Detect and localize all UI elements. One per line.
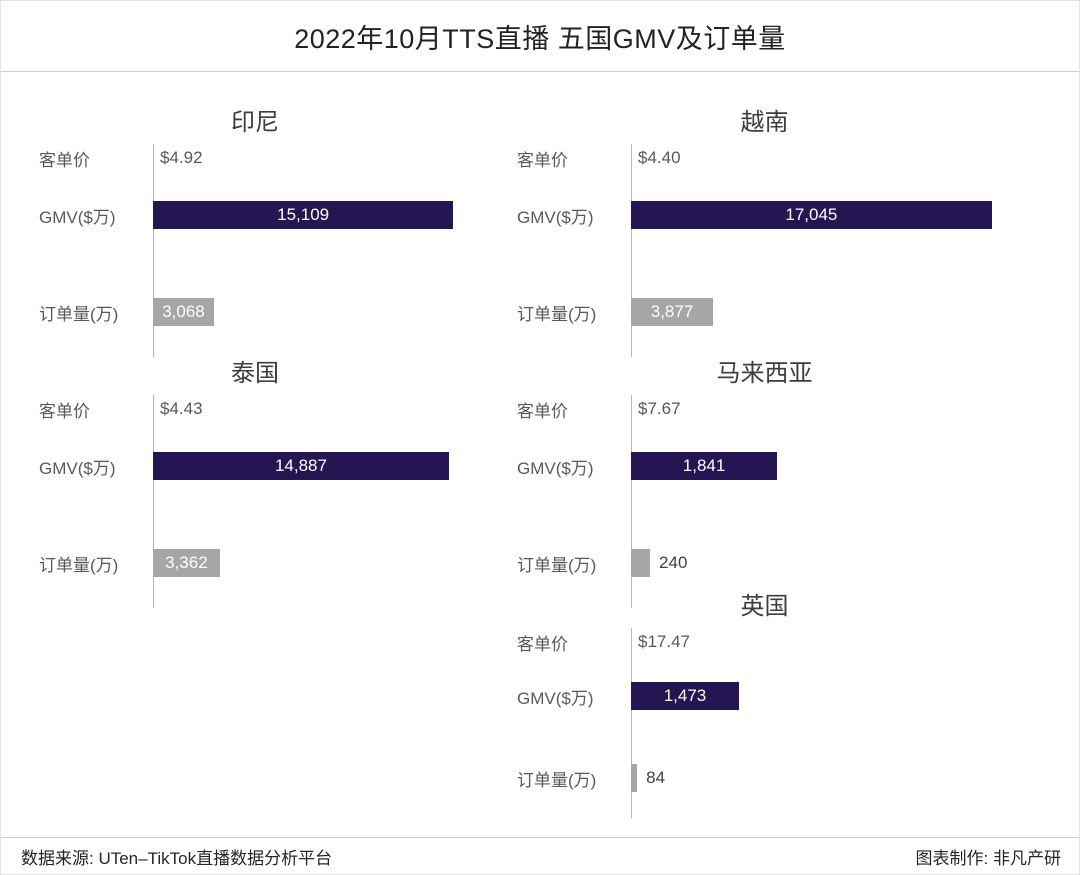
orders-value: 3,068: [162, 302, 205, 321]
category-label: 客单价: [39, 150, 90, 170]
gmv-bar: 1,473: [631, 682, 739, 710]
charts-area: 印尼 客单价 $4.92 GMV($万) 15,109 订单量(万) 3,068 越南 客…: [1, 72, 1079, 837]
gmv-bar: 17,045: [631, 201, 992, 229]
orders-bar: 3,362: [153, 549, 220, 577]
bar-track: 17,045: [631, 201, 1012, 229]
chart-title: 越南: [740, 109, 789, 136]
gmv-value: 1,841: [682, 456, 726, 475]
footer-source: 数据来源: UTen–TikTok直播数据分析平台: [21, 848, 333, 868]
chart-title: 英国: [740, 593, 789, 620]
orders-bar: 3,068: [153, 298, 214, 326]
orders-bar: 3,877: [631, 298, 714, 326]
gmv-value: 1,473: [663, 686, 707, 705]
orders-value: 3,362: [165, 553, 208, 572]
chart-row-gmv: GMV($万) 1,841: [517, 452, 1012, 480]
chart-row-gmv: GMV($万) 14,887: [39, 452, 471, 480]
chart-row-orders: 订单量(万) 240: [517, 549, 1012, 577]
bar-track: $4.92: [153, 144, 471, 172]
bar-track: 14,887: [153, 452, 471, 480]
category-label: 订单量(万): [517, 770, 597, 790]
chart-row-orders: 订单量(万) 84: [517, 764, 1012, 792]
category-label: 订单量(万): [517, 555, 597, 575]
bar-track: 3,877: [631, 298, 1012, 326]
chart-row-gmv: GMV($万) 15,109: [39, 201, 471, 229]
chart-row-gmv: GMV($万) 1,473: [517, 682, 1012, 710]
gmv-bar: 15,109: [153, 201, 454, 229]
chart-row-orders: 订单量(万) 3,362: [39, 549, 471, 577]
category-label: 订单量(万): [39, 304, 119, 324]
price-value: $4.92: [160, 148, 203, 167]
axis-line: [153, 144, 154, 357]
bar-track: $17.47: [631, 628, 1012, 656]
bar-track: 84: [631, 764, 1012, 792]
price-value: $4.43: [160, 399, 203, 418]
chart-plot: 客单价 $4.43 GMV($万) 14,887 订单量(万) 3,362: [39, 395, 471, 608]
bar-track: 1,841: [631, 452, 1012, 480]
gmv-value: 17,045: [785, 205, 838, 224]
category-label: 客单价: [517, 150, 568, 170]
bar-track: $4.43: [153, 395, 471, 423]
category-label: GMV($万): [517, 207, 594, 227]
category-label: GMV($万): [39, 207, 116, 227]
gmv-value: 15,109: [277, 205, 330, 224]
price-value: $4.40: [638, 148, 681, 167]
category-label: GMV($万): [517, 688, 594, 708]
category-label: 订单量(万): [39, 555, 119, 575]
chart-row-orders: 订单量(万) 3,068: [39, 298, 471, 326]
axis-line: [153, 395, 154, 608]
chart-row-orders: 订单量(万) 3,877: [517, 298, 1012, 326]
orders-bar: [631, 549, 651, 577]
bar-track: 3,068: [153, 298, 471, 326]
chart-title: 印尼: [231, 109, 279, 136]
bar-track: $4.40: [631, 144, 1012, 172]
bar-track: 3,362: [153, 549, 471, 577]
axis-line: [631, 395, 632, 608]
axis-line: [631, 628, 632, 818]
price-value: $17.47: [638, 632, 690, 651]
gmv-bar: 14,887: [153, 452, 449, 480]
page-title: 2022年10月TTS直播 五国GMV及订单量: [294, 23, 786, 54]
country-chart-5: 英国 客单价 $17.47 GMV($万) 1,473 订单量(万) 84: [517, 586, 1012, 818]
chart-plot: 客单价 $4.40 GMV($万) 17,045 订单量(万) 3,877: [517, 144, 1012, 357]
footer: 数据来源: UTen–TikTok直播数据分析平台 图表制作: 非凡产研: [1, 837, 1079, 874]
category-label: 订单量(万): [517, 304, 597, 324]
category-label: 客单价: [517, 401, 568, 421]
header: 2022年10月TTS直播 五国GMV及订单量: [1, 1, 1079, 72]
bar-track: 1,473: [631, 682, 1012, 710]
price-value: $7.67: [638, 399, 681, 418]
country-chart-4: 马来西亚 客单价 $7.67 GMV($万) 1,841 订单量(万) 240: [517, 353, 1012, 608]
chart-row-price: 客单价 $17.47: [517, 628, 1012, 656]
country-chart-1: 印尼 客单价 $4.92 GMV($万) 15,109 订单量(万) 3,068: [39, 102, 471, 357]
footer-credit: 图表制作: 非凡产研: [915, 848, 1061, 868]
country-chart-3: 泰国 客单价 $4.43 GMV($万) 14,887 订单量(万) 3,362: [39, 353, 471, 608]
chart-row-price: 客单价 $4.92: [39, 144, 471, 172]
chart-title: 马来西亚: [716, 360, 813, 387]
chart-row-gmv: GMV($万) 17,045: [517, 201, 1012, 229]
axis-line: [631, 144, 632, 357]
orders-value: 240: [659, 553, 688, 572]
orders-value: 3,877: [650, 302, 694, 321]
chart-plot: 客单价 $4.92 GMV($万) 15,109 订单量(万) 3,068: [39, 144, 471, 357]
chart-plot: 客单价 $7.67 GMV($万) 1,841 订单量(万) 240: [517, 395, 1012, 608]
gmv-bar: 1,841: [631, 452, 778, 480]
country-chart-2: 越南 客单价 $4.40 GMV($万) 17,045 订单量(万) 3,877: [517, 102, 1012, 357]
category-label: GMV($万): [517, 458, 594, 478]
category-label: 客单价: [39, 401, 90, 421]
chart-title: 泰国: [231, 360, 279, 387]
chart-row-price: 客单价 $7.67: [517, 395, 1012, 423]
chart-row-price: 客单价 $4.40: [517, 144, 1012, 172]
gmv-value: 14,887: [274, 456, 327, 475]
category-label: 客单价: [517, 634, 568, 654]
chart-row-price: 客单价 $4.43: [39, 395, 471, 423]
chart-plot: 客单价 $17.47 GMV($万) 1,473 订单量(万) 84: [517, 628, 1012, 818]
orders-value: 84: [646, 768, 666, 787]
category-label: GMV($万): [39, 458, 116, 478]
bar-track: $7.67: [631, 395, 1012, 423]
orders-bar: [631, 764, 638, 792]
bar-track: 15,109: [153, 201, 471, 229]
bar-track: 240: [631, 549, 1012, 577]
